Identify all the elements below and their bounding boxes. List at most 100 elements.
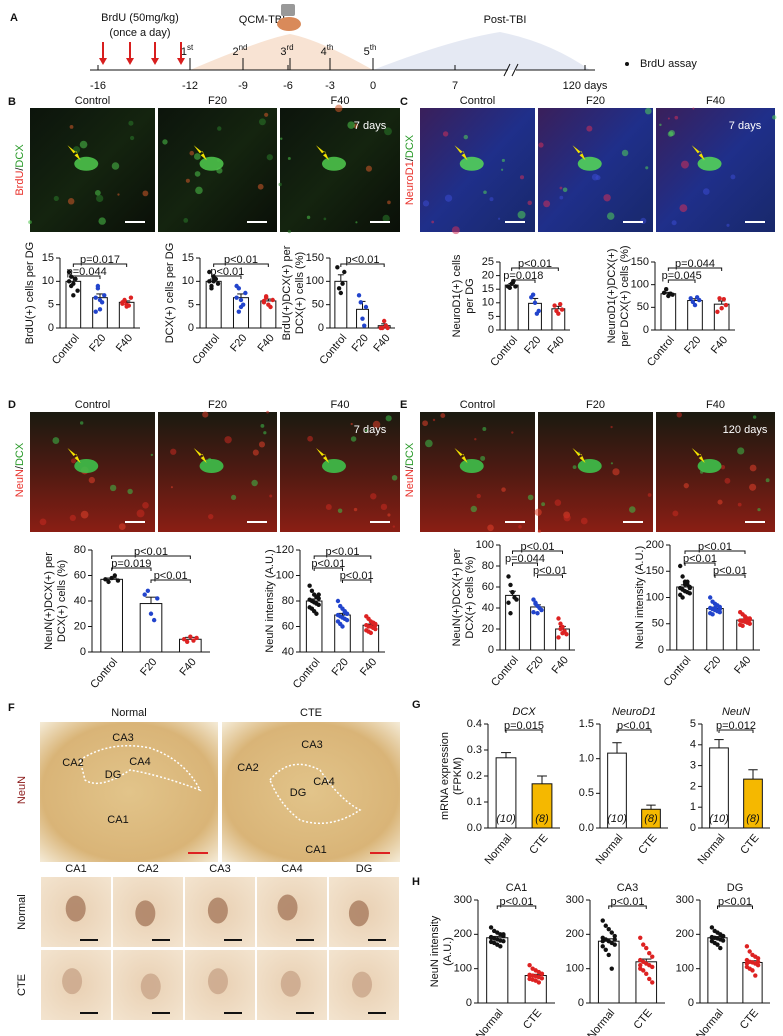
micrograph-speckle	[266, 410, 269, 414]
data-point	[513, 284, 518, 289]
timeline-label: -9	[238, 80, 248, 92]
data-point	[103, 577, 108, 582]
micrograph-speckle	[118, 523, 126, 530]
data-point	[148, 611, 154, 616]
injection-arrow-head	[126, 58, 134, 65]
data-point	[710, 612, 715, 617]
column-label: Control	[460, 399, 495, 411]
micrograph-speckle	[263, 431, 267, 435]
micrograph-speckle	[79, 140, 88, 149]
column-label: F20	[586, 399, 605, 411]
micrograph-speckle	[129, 135, 135, 141]
micrograph-speckle	[543, 200, 551, 208]
data-point	[181, 637, 187, 642]
micrograph-speckle	[224, 436, 232, 444]
micrograph-speckle	[603, 194, 611, 202]
data-point	[142, 592, 147, 597]
data-point	[612, 937, 617, 942]
brdu-label: (once a day)	[109, 27, 170, 39]
micrograph-speckle	[730, 174, 736, 180]
injection-arrow-head	[99, 58, 107, 65]
arrow	[316, 145, 329, 161]
region-label: CA1	[107, 814, 128, 826]
data-point	[717, 296, 722, 301]
data-point	[600, 939, 605, 944]
cell	[199, 156, 224, 171]
micrograph-speckle	[183, 218, 189, 223]
micrograph-speckle	[511, 431, 514, 434]
data-point	[717, 606, 722, 612]
micrograph-speckle	[387, 200, 391, 205]
significance-bracket	[714, 574, 746, 578]
micrograph-speckle	[517, 210, 526, 219]
bar	[100, 578, 123, 653]
data-point	[609, 966, 614, 971]
data-point	[533, 601, 538, 606]
stain-label: NeuroD1/DCX	[404, 134, 416, 205]
y-tick-label: 100	[276, 569, 294, 581]
data-point	[316, 592, 321, 597]
micrograph-speckle	[372, 420, 381, 429]
significance-bracket	[684, 562, 716, 566]
data-point	[211, 279, 216, 284]
micrograph-speckle	[683, 483, 689, 489]
assay-label: BrdU assay	[640, 58, 697, 70]
micrograph-speckle	[94, 189, 101, 196]
data-point	[95, 283, 101, 289]
data-point	[641, 968, 646, 973]
micrograph-speckle	[431, 220, 435, 224]
micrograph-speckle	[476, 493, 481, 499]
data-point	[709, 925, 715, 930]
micrograph	[656, 108, 775, 232]
p-value: p<0.01	[346, 254, 380, 266]
p-value: p=0.044	[505, 553, 545, 565]
data-point	[316, 596, 321, 601]
micrograph-speckle	[202, 411, 209, 418]
session-number: 3	[280, 46, 286, 58]
micrograph-speckle	[659, 123, 662, 127]
row-label: CTE	[16, 974, 28, 996]
data-point	[556, 616, 561, 621]
data-point	[560, 631, 565, 636]
data-point	[234, 283, 239, 289]
significance-bracket	[313, 555, 372, 559]
y-tick-label: 300	[566, 894, 584, 906]
y-tick-label: 100	[646, 591, 664, 603]
data-point	[66, 269, 72, 275]
micrograph-speckle	[128, 120, 134, 126]
data-point	[151, 617, 157, 623]
stain-part: /	[14, 167, 26, 171]
significance-bracket	[313, 567, 343, 571]
data-point	[373, 626, 378, 632]
y-tick-label: 20	[482, 270, 494, 282]
micrograph-speckle	[217, 126, 222, 131]
device-icon	[281, 4, 295, 16]
region-label: DG	[290, 787, 307, 799]
data-point	[685, 579, 690, 584]
neuron	[65, 895, 86, 922]
cell	[322, 156, 346, 171]
data-point	[71, 293, 76, 298]
micrograph-speckle	[280, 137, 283, 141]
bar	[707, 937, 728, 1004]
p-value: p<0.01	[224, 254, 258, 266]
zoom-column-label: CA2	[137, 863, 158, 875]
arrow	[316, 448, 329, 463]
data-point	[556, 635, 561, 640]
y-tick-label: 200	[646, 539, 664, 551]
y-axis-label: DCX(+) cells (%)	[464, 556, 476, 638]
y-tick-label: 10	[482, 297, 494, 309]
micrograph-speckle	[323, 217, 327, 221]
data-point	[650, 964, 655, 970]
micrograph-speckle	[385, 415, 392, 422]
data-point	[552, 303, 557, 308]
stain-part: /	[404, 465, 416, 469]
column-label: Control	[75, 399, 110, 411]
y-axis-label: DCX(+) cells (%)	[294, 252, 306, 334]
micrograph-speckle	[287, 156, 291, 160]
significance-bracket	[608, 905, 647, 909]
data-point	[236, 309, 242, 314]
significance-bracket	[511, 279, 536, 283]
data-point	[344, 617, 350, 623]
y-axis-label: DCX(+) cells per DG	[164, 243, 176, 344]
